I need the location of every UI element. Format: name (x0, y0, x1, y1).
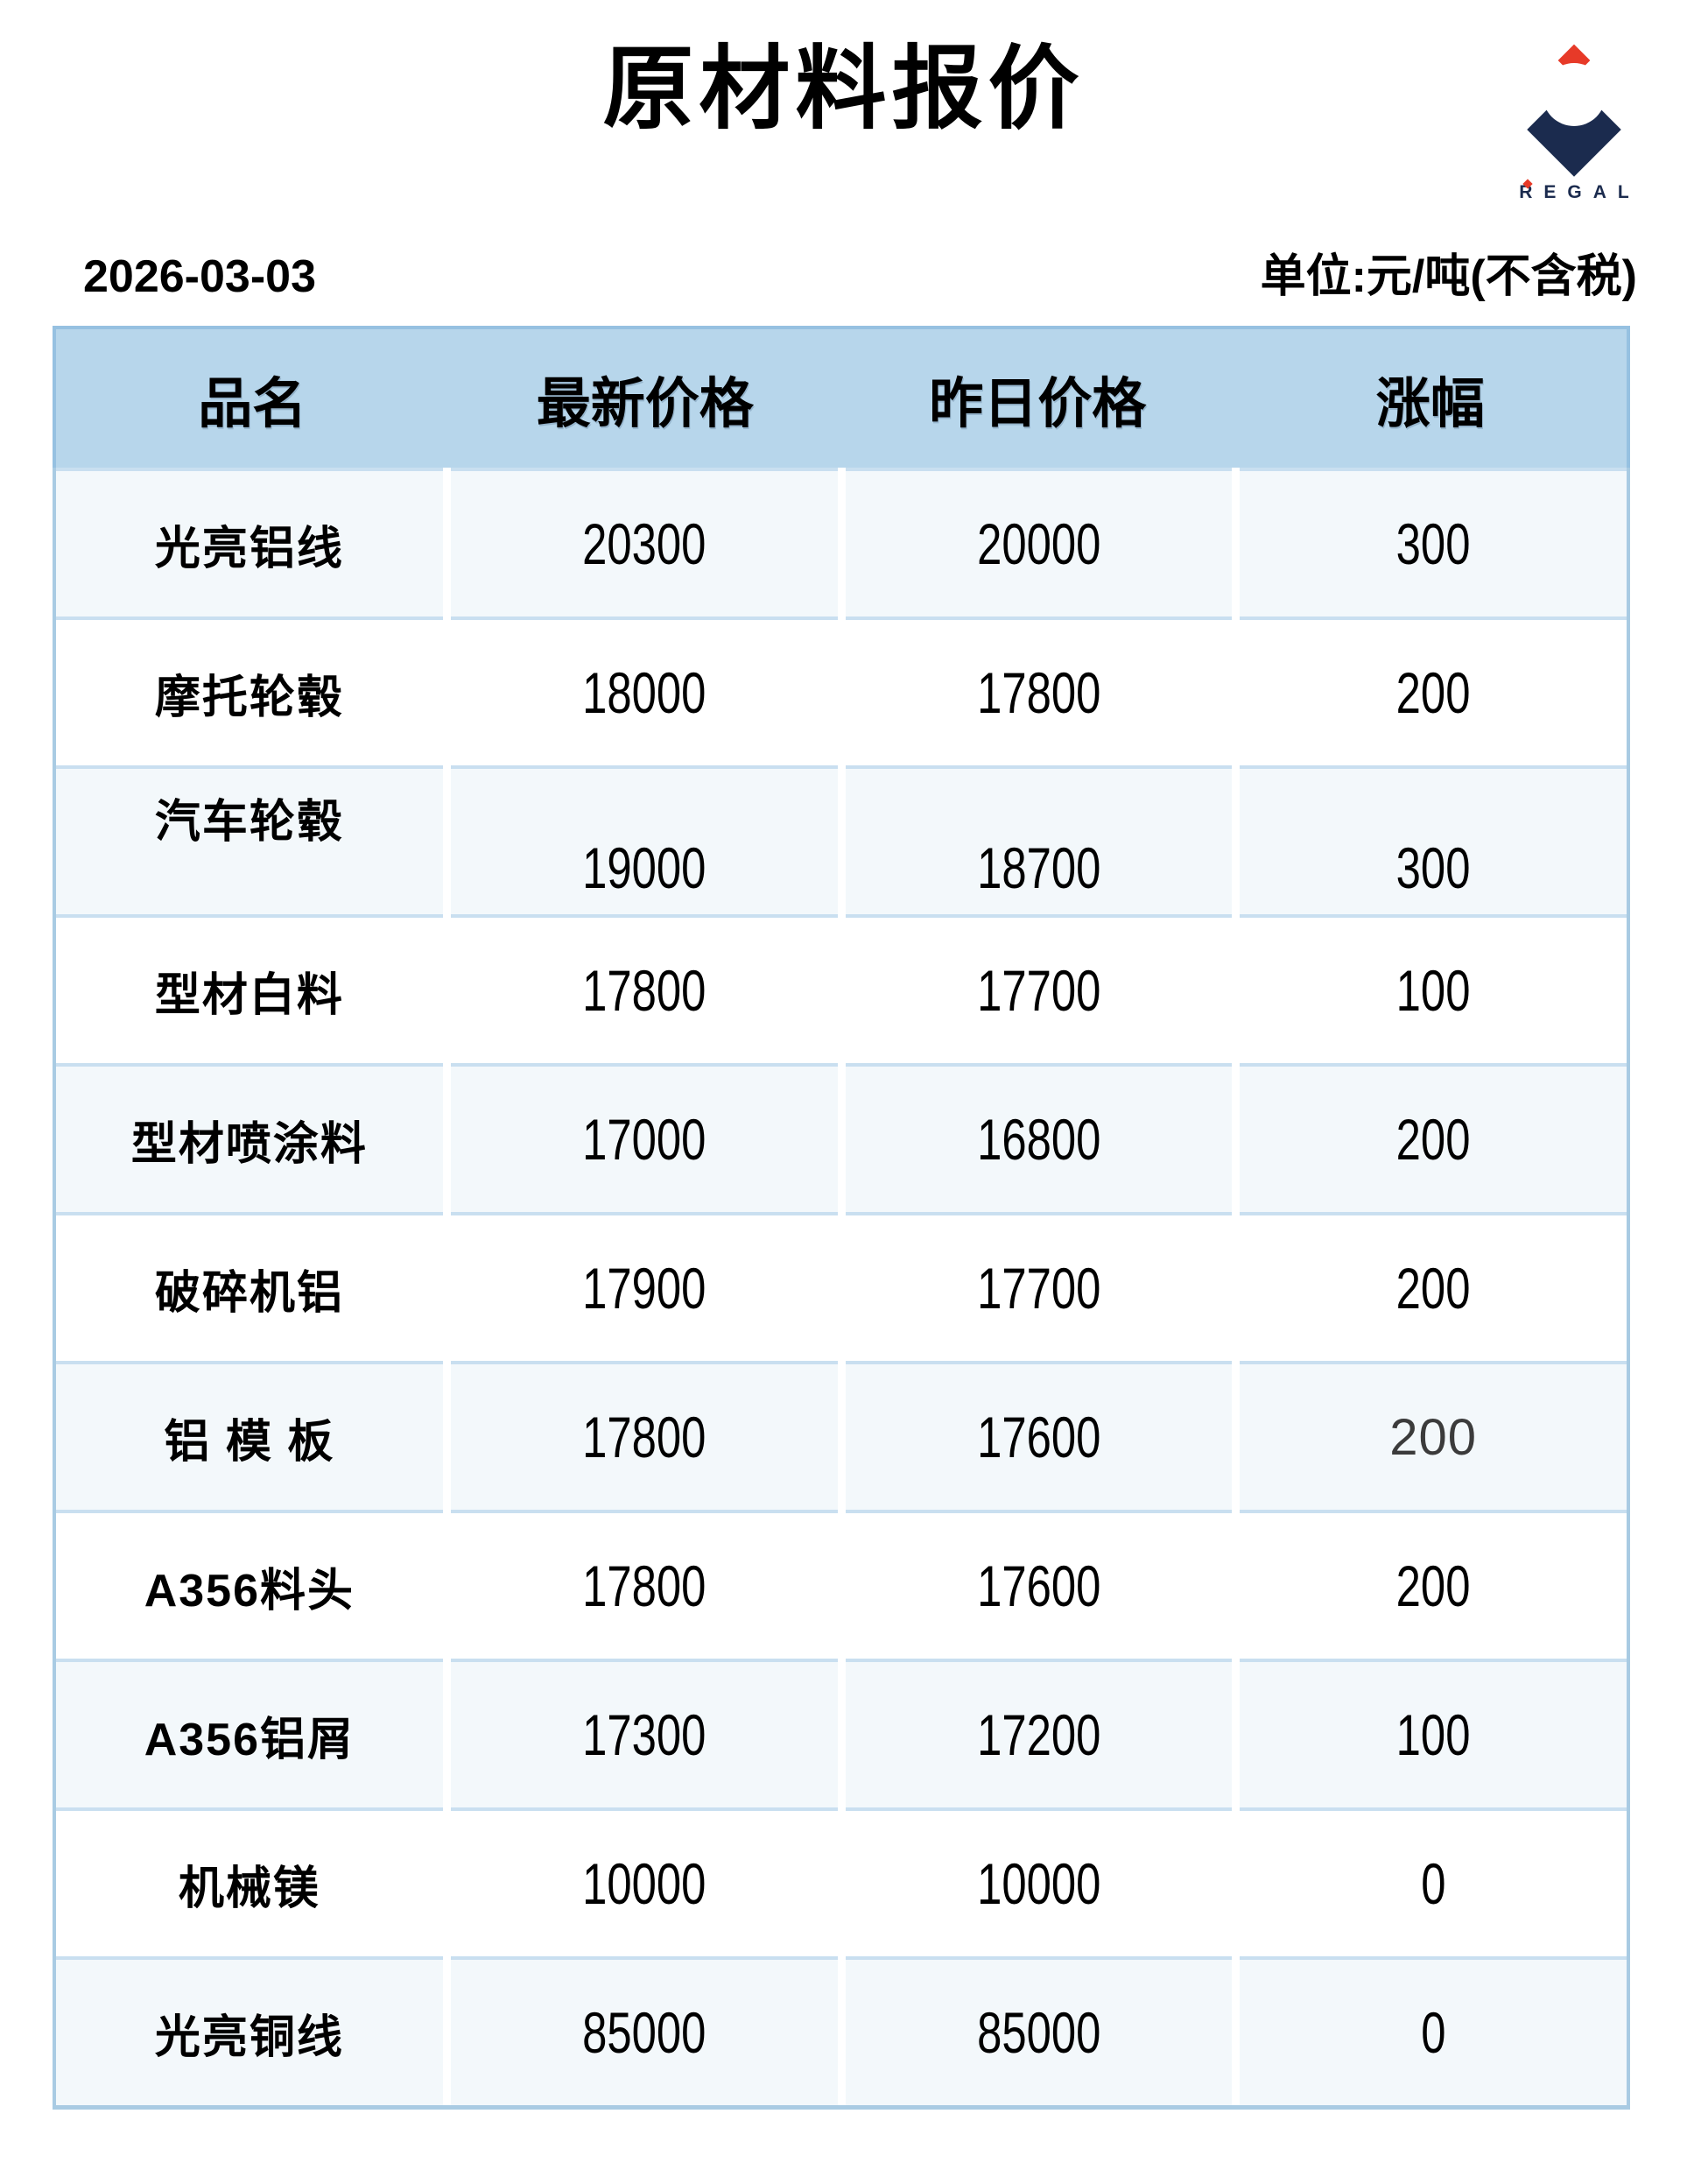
product-name: 型材喷涂料 (130, 1118, 368, 1170)
change-amount: 200 (1395, 1256, 1471, 1321)
latest-price: 17800 (581, 958, 706, 1023)
logo-crescent-diamond-icon (1522, 63, 1627, 182)
change-amount: 300 (1395, 835, 1471, 900)
change-amount: 200 (1395, 1553, 1471, 1618)
column-header-latest: 最新价格 (536, 374, 754, 434)
latest-price: 85000 (581, 2000, 706, 2065)
change-amount: 300 (1395, 511, 1471, 576)
latest-price: 19000 (581, 835, 706, 900)
table-row: 摩托轮毂 18000 17800 200 (56, 616, 1627, 765)
table-header-row: 品名 最新价格 昨日价格 涨幅 (53, 326, 1630, 468)
yesterday-price: 20000 (976, 511, 1101, 576)
product-name: A356料头 (144, 1565, 355, 1617)
column-header-name: 品名 (198, 374, 307, 434)
latest-price: 18000 (581, 660, 706, 725)
latest-price: 17000 (581, 1107, 706, 1172)
product-name: 铝 模 板 (164, 1416, 335, 1468)
product-name: 型材白料 (154, 969, 344, 1021)
yesterday-price: 17700 (976, 1256, 1101, 1321)
table-body: 光亮铝线 20300 20000 300 摩托轮毂 18000 17800 20… (53, 468, 1630, 2110)
latest-price: 17300 (581, 1702, 706, 1767)
report-date: 2026-03-03 (83, 251, 316, 302)
product-name: 摩托轮毂 (154, 672, 344, 723)
table-row: A356料头 17800 17600 200 (56, 1510, 1627, 1659)
table-row: 光亮铝线 20300 20000 300 (56, 468, 1627, 616)
table-row: A356铝屑 17300 17200 100 (56, 1659, 1627, 1807)
change-amount: 200 (1395, 1107, 1471, 1172)
yesterday-price: 18700 (976, 835, 1101, 900)
latest-price: 17900 (581, 1256, 706, 1321)
yesterday-price: 17800 (976, 660, 1101, 725)
latest-price: 17800 (581, 1405, 706, 1469)
price-table: 品名 最新价格 昨日价格 涨幅 光亮铝线 20300 20000 300 摩托轮… (53, 326, 1630, 2110)
product-name: 汽车轮毂 (154, 796, 344, 848)
yesterday-price: 10000 (976, 1851, 1101, 1916)
yesterday-price: 16800 (976, 1107, 1101, 1172)
brand-logo: REGAL (1500, 42, 1648, 202)
logo-wordmark: REGAL (1519, 182, 1641, 202)
product-name: A356铝屑 (144, 1714, 355, 1765)
latest-price: 17800 (581, 1553, 706, 1618)
yesterday-price: 17600 (976, 1405, 1101, 1469)
yesterday-price: 17600 (976, 1553, 1101, 1618)
change-amount: 200 (1395, 660, 1471, 725)
product-name: 机械镁 (178, 1863, 320, 1914)
column-header-change: 涨幅 (1375, 374, 1485, 434)
change-amount: 0 (1420, 2000, 1446, 2065)
unit-note: 单位:元/吨(不含税) (1260, 251, 1637, 302)
table-row: 机械镁 10000 10000 0 (56, 1807, 1627, 1956)
table-row: 汽车轮毂 19000 18700 300 (56, 765, 1627, 914)
table-row: 铝 模 板 17800 17600 200 (56, 1361, 1627, 1510)
change-amount: 200 (1389, 1408, 1478, 1466)
meta-row: 2026-03-03 单位:元/吨(不含税) (0, 250, 1687, 303)
table-row: 破碎机铝 17900 17700 200 (56, 1212, 1627, 1361)
page-title: 原材料报价 (602, 39, 1085, 140)
latest-price: 10000 (581, 1851, 706, 1916)
column-header-yesterday: 昨日价格 (929, 374, 1147, 434)
yesterday-price: 85000 (976, 2000, 1101, 2065)
change-amount: 0 (1420, 1851, 1446, 1916)
table-row: 型材白料 17800 17700 100 (56, 914, 1627, 1063)
yesterday-price: 17700 (976, 958, 1101, 1023)
product-name: 破碎机铝 (154, 1267, 344, 1319)
table-row: 型材喷涂料 17000 16800 200 (56, 1063, 1627, 1212)
latest-price: 20300 (581, 511, 706, 576)
product-name: 光亮铜线 (154, 2011, 344, 2063)
table-row: 光亮铜线 85000 85000 0 (56, 1956, 1627, 2105)
change-amount: 100 (1395, 1702, 1471, 1767)
yesterday-price: 17200 (976, 1702, 1101, 1767)
product-name: 光亮铝线 (154, 523, 344, 574)
change-amount: 100 (1395, 958, 1471, 1023)
